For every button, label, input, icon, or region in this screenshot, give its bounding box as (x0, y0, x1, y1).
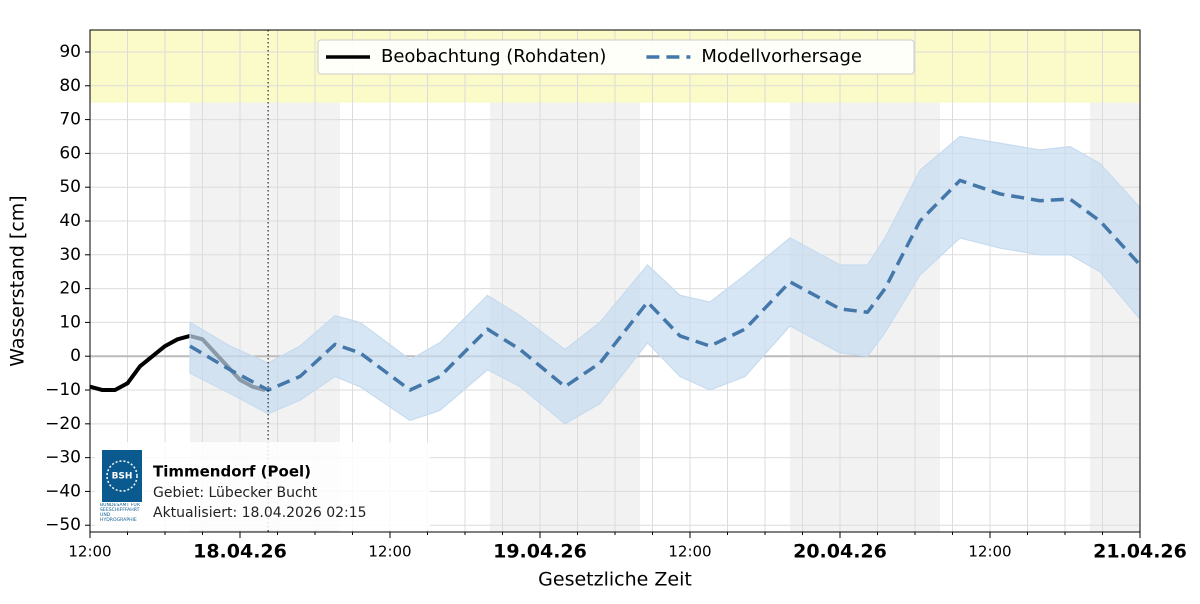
y-tick-label: −10 (45, 380, 81, 400)
y-tick-label: 20 (59, 279, 81, 299)
logo-text: BSH (112, 472, 133, 482)
area: Gebiet: Lübecker Bucht (153, 485, 318, 501)
legend-box (317, 39, 915, 75)
logo-caption: BUNDESAMT FÜR SEESCHIFFFAHRT UND HYDROGR… (100, 503, 140, 523)
x-axis-label: Gesetzliche Zeit (538, 569, 692, 591)
y-tick-label: 90 (59, 42, 81, 62)
station-name: Timmendorf (Poel) (153, 463, 311, 481)
info-box: BSH BUNDESAMT FÜR SEESCHIFFFAHRT UND HYD… (95, 442, 430, 530)
logo-caption-box: BUNDESAMT FÜR SEESCHIFFFAHRT UND HYDROGR… (100, 503, 140, 523)
y-tick-label: 40 (59, 211, 81, 231)
x-tick-label: 12:00 (68, 543, 111, 561)
y-tick-label: 70 (59, 110, 81, 130)
x-tick-label: 21.04.26 (1093, 541, 1187, 563)
y-tick-label: −50 (45, 515, 81, 535)
info-background (95, 442, 430, 530)
y-tick-label: −40 (45, 481, 81, 501)
y-tick-label: 50 (59, 177, 81, 197)
series-line (189, 178, 1142, 392)
x-tick-label: 12:00 (968, 543, 1011, 561)
plot-frame (89, 29, 1141, 533)
night-band (490, 30, 640, 532)
y-tick-label: 0 (70, 346, 81, 366)
axes-layer: −50 −40 −30 −20 −10 0 10 20 30 40 50 60 70 80 90 12:00 1… (45, 29, 1187, 563)
x-tick-label: 12:00 (668, 543, 711, 561)
y-tick-label: −30 (45, 448, 81, 468)
legend: Beobachtung (Rohdaten) Modellvorhersage (317, 39, 915, 75)
x-tick-label: 12:00 (368, 543, 411, 561)
logo-ring (106, 460, 138, 492)
y-axis-label: Wasserstand [cm] (7, 195, 29, 366)
y-tick-label: 80 (59, 76, 81, 96)
x-tick-label: 20.04.26 (793, 541, 887, 563)
legend-label: Modellvorhersage (701, 46, 862, 67)
legend-label: Beobachtung (Rohdaten) (381, 46, 606, 67)
x-tick-label: 19.04.26 (493, 541, 587, 563)
y-tick-label: 60 (59, 143, 81, 163)
x-tick-label: 18.04.26 (193, 541, 287, 563)
y-tick-label: 30 (59, 245, 81, 265)
logo (102, 450, 142, 502)
updated: Aktualisiert: 18.04.2026 02:15 (153, 505, 367, 521)
y-tick-label: −20 (45, 414, 81, 434)
y-tick-label: 10 (59, 312, 81, 332)
